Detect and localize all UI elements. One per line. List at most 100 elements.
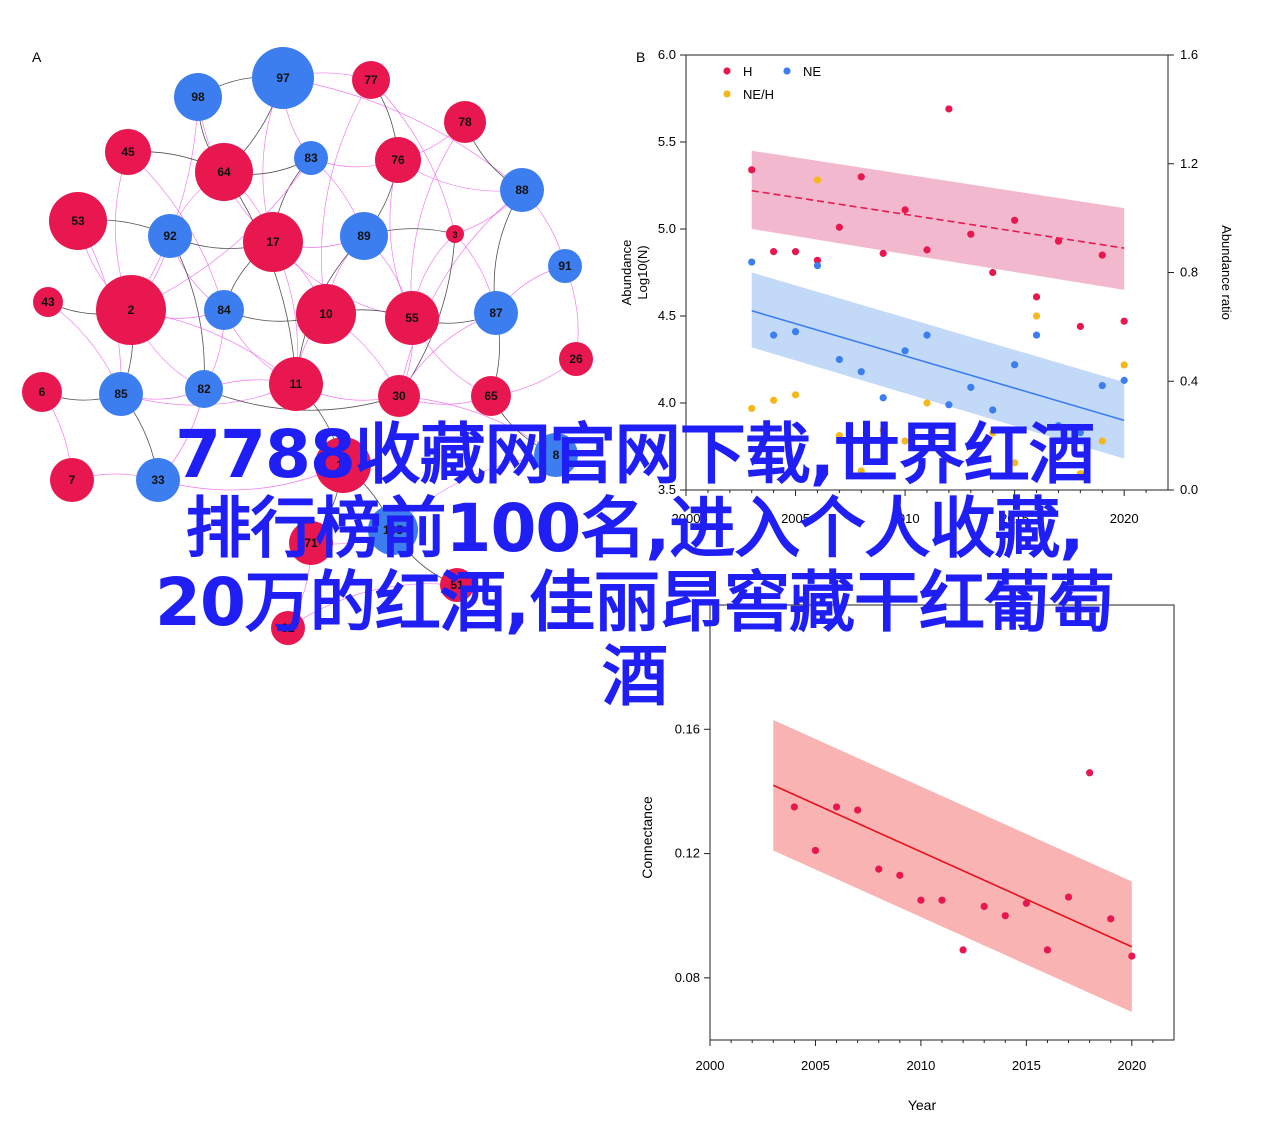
network-node-label: 89 <box>357 229 371 243</box>
trend-line-h <box>751 189 1125 249</box>
network-node-label: 3 <box>452 230 457 240</box>
data-point-ne-h <box>1054 453 1063 461</box>
data-point-h <box>1076 322 1084 331</box>
data-point-ne-h <box>923 399 931 407</box>
network-node-87: 87 <box>474 291 518 335</box>
network-node-55: 55 <box>385 291 439 345</box>
network-node-43: 43 <box>33 287 63 317</box>
network-node-label: 92 <box>163 229 177 243</box>
data-point-ne-h <box>879 426 887 434</box>
data-point-ne <box>1076 428 1084 437</box>
network-node-78: 78 <box>444 101 486 143</box>
data-point-h <box>989 268 997 277</box>
data-point-ne <box>901 347 909 355</box>
network-node-label: 10 <box>319 307 333 321</box>
data-point-c <box>1064 893 1073 901</box>
network-node-label: 64 <box>217 165 231 179</box>
data-point-ne-h <box>1032 312 1041 320</box>
network-node-circle <box>269 357 323 411</box>
network-edge <box>398 189 523 397</box>
network-edge <box>282 77 523 191</box>
data-point-h <box>1054 237 1063 245</box>
network-node-105: 105 <box>368 505 418 555</box>
network-node-circle <box>204 290 244 330</box>
data-point-ne-h <box>791 391 800 399</box>
network-node-circle <box>294 141 328 175</box>
network-node-label: 98 <box>191 90 205 104</box>
network-node-11: 11 <box>269 357 323 411</box>
legend-marker-ne-h <box>723 90 731 98</box>
connectance-panel: 2000 2005 2010 2015 2020 0.08 0.12 0.16 Year Conn… <box>639 604 1175 1113</box>
network-node-label: 85 <box>114 387 128 401</box>
network-node-circle <box>375 137 421 183</box>
data-point-c <box>790 803 798 811</box>
data-point-ne <box>748 258 756 266</box>
y-axis-label-c: Connectance <box>639 796 655 879</box>
network-node-10: 10 <box>296 284 356 344</box>
data-point-h <box>748 166 756 174</box>
y2-tick-label-b: 1.2 <box>1180 156 1198 171</box>
network-node-circle <box>174 73 222 121</box>
network-node-71: 71 <box>289 521 333 565</box>
y-tick-label-b: 4.5 <box>658 308 676 323</box>
network-node-label: 6 <box>39 385 46 399</box>
data-point-c <box>811 846 820 855</box>
network-node-label: 51 <box>450 578 464 592</box>
y-tick-label-c: 0.16 <box>675 721 700 736</box>
legend-label-h: H <box>743 64 752 79</box>
network-node-97: 97 <box>252 47 314 109</box>
network-node-circle <box>252 47 314 109</box>
data-point-ne <box>1054 422 1063 430</box>
network-node-92: 92 <box>148 214 192 258</box>
data-point-c <box>938 896 946 904</box>
data-point-h <box>1011 216 1019 224</box>
panel-label-a: A <box>32 49 42 65</box>
network-node-label: 12 <box>336 458 350 472</box>
network-node-circle <box>368 505 418 555</box>
network-edge <box>157 464 344 491</box>
data-point-ne <box>857 368 865 376</box>
network-node-33: 33 <box>136 458 180 502</box>
network-node-17: 17 <box>243 212 303 272</box>
y-tick-label-c: 0.12 <box>675 846 700 861</box>
network-node-circle <box>296 284 356 344</box>
network-node-circle <box>185 370 223 408</box>
y-tick-label-b: 5.5 <box>658 134 676 149</box>
network-node-circle <box>50 458 94 502</box>
network-node-76: 76 <box>375 137 421 183</box>
network-node-8: 8 <box>534 433 578 477</box>
network-node-32: 32 <box>271 611 305 645</box>
x-tick-label-c: 2000 <box>696 1058 725 1073</box>
y2-tick-label-b: 0.0 <box>1180 482 1198 497</box>
network-node-circle <box>315 437 371 493</box>
network-node-83: 83 <box>294 141 328 175</box>
network-node-circle <box>474 291 518 335</box>
data-point-ne-h <box>1011 459 1019 467</box>
network-node-circle <box>378 375 420 417</box>
y-axis-label-line1-b: Abundance <box>619 240 634 306</box>
network-edge <box>223 171 297 385</box>
data-point-c <box>1107 915 1115 923</box>
legend-b: H NE NE/H <box>723 64 821 102</box>
network-node-circle <box>136 458 180 502</box>
y2-tick-label-b: 1.6 <box>1180 47 1198 62</box>
data-point-ne-h <box>1120 361 1128 369</box>
network-node-circle <box>548 249 582 283</box>
x-axis-label-c: Year <box>908 1097 937 1113</box>
y-tick-label-b: 6.0 <box>658 47 676 62</box>
network-node-label: 76 <box>391 153 405 167</box>
x-tick-label-c: 2015 <box>1012 1058 1041 1073</box>
legend-marker-ne <box>783 67 791 75</box>
panel-label-b: B <box>636 49 645 65</box>
network-node-65: 65 <box>471 376 511 416</box>
y-axis-label-line2-b: Log10(N) <box>635 245 650 299</box>
data-point-h <box>1032 293 1041 301</box>
network-node-label: 71 <box>304 536 318 550</box>
data-point-c <box>896 871 904 879</box>
x-tick-label-c: 2020 <box>1117 1058 1146 1073</box>
y2-tick-label-b: 0.8 <box>1180 265 1198 280</box>
network-node-label: 30 <box>392 389 406 403</box>
network-node-89: 89 <box>340 212 388 260</box>
data-point-h <box>857 173 865 181</box>
data-point-ne <box>945 401 953 409</box>
